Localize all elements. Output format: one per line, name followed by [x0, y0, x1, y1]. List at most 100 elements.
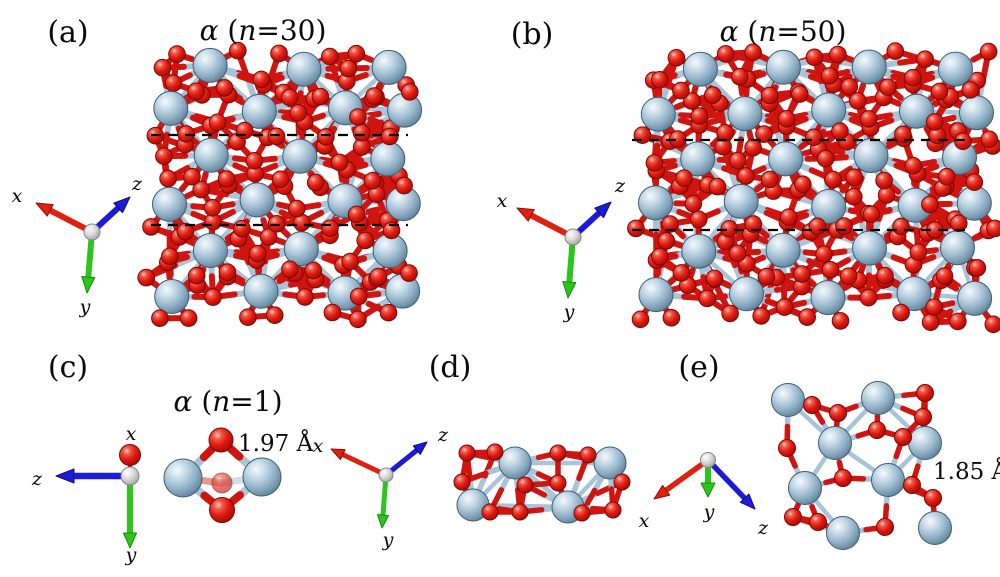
title-part: ( — [192, 385, 212, 418]
oxygen-atom — [961, 81, 980, 99]
oxygen-atom — [821, 261, 840, 279]
oxygen-atom — [831, 122, 849, 140]
panel-b-title: α (n=50) — [720, 15, 847, 48]
oxygen-atom — [289, 104, 308, 122]
axis-arrowhead — [35, 202, 54, 217]
oxygen-atom — [791, 85, 809, 103]
oxygen-atom — [168, 45, 186, 63]
oxygen-atom — [137, 268, 155, 287]
oxygen-atom — [453, 473, 471, 491]
oxygen-atom — [627, 219, 645, 238]
oxygen-atom — [164, 74, 183, 92]
metal-atom — [498, 446, 532, 480]
title-part: ( — [739, 15, 759, 48]
oxygen-atom — [306, 173, 325, 192]
title-part: =1) — [230, 385, 282, 418]
oxygen-atom — [573, 504, 591, 522]
oxygen-atom — [892, 217, 910, 236]
oxygen-atom — [829, 45, 847, 64]
bond-length-label-c: 1.97 Å — [238, 429, 314, 457]
axis-z-arrow — [705, 457, 756, 510]
oxygen-atom — [259, 228, 278, 246]
metal-atom — [682, 51, 718, 87]
oxygen-atom — [248, 244, 267, 263]
metal-atom — [811, 92, 847, 128]
metal-atom — [871, 463, 905, 497]
oxygen-atom — [271, 170, 290, 189]
metal-atom — [853, 138, 889, 174]
crystal-structure-a — [137, 41, 423, 329]
bond-length-label-e: 1.85 Å — [933, 457, 1000, 485]
oxygen-atom — [330, 153, 349, 172]
oxygen-atom — [252, 70, 271, 89]
metal-atom — [370, 141, 406, 177]
oxygen-atom — [835, 217, 853, 235]
oxygen-atom — [579, 446, 597, 464]
oxygen-atom — [808, 217, 827, 236]
metal-atom — [811, 189, 847, 224]
panel-c-title: α (n=1) — [174, 385, 283, 418]
metal-atom — [729, 276, 764, 312]
oxygen-atom — [831, 312, 850, 330]
oxygen-atom — [192, 180, 210, 199]
oxygen-atom — [151, 309, 169, 328]
oxygen-atom — [683, 92, 701, 110]
metal-atom — [957, 280, 993, 316]
oxygen-atom — [708, 177, 727, 196]
title-part: =50) — [776, 15, 846, 48]
oxygen-atom — [909, 243, 928, 261]
oxygen-atom — [834, 469, 852, 487]
oxygen-atom — [784, 508, 802, 526]
cluster-structure-e — [771, 381, 952, 550]
oxygen-atom — [829, 404, 847, 422]
axis-y-arrow — [562, 234, 577, 299]
metal-atom — [826, 516, 860, 550]
oxygen-atom — [613, 473, 631, 491]
oxygen-atom — [755, 125, 773, 143]
metal-atom — [818, 426, 852, 460]
oxygen-atom — [142, 218, 160, 236]
metal-atom — [640, 96, 676, 132]
oxygen-atom — [815, 245, 833, 263]
axes-gizmo-e — [653, 452, 756, 510]
axis-y-arrow — [81, 229, 96, 294]
metal-atom — [638, 277, 674, 313]
title-part: ( — [219, 14, 239, 47]
oxygen-atom — [921, 195, 939, 214]
oxygen-atom — [161, 247, 179, 266]
oxygen-atom — [859, 110, 878, 128]
oxygen-atom — [744, 138, 762, 157]
oxygen-atom — [267, 127, 286, 146]
oxygen-atom — [716, 124, 734, 142]
panel-b-label: (b) — [511, 17, 554, 52]
metal-atom — [765, 232, 801, 268]
axis-shaft — [339, 451, 389, 478]
axis-arrowhead — [330, 448, 346, 460]
axis-z-label-d: z — [437, 424, 449, 446]
axis-x-label-c: x — [126, 423, 137, 445]
oxygen-atom — [672, 81, 690, 100]
axis-arrowhead — [81, 276, 96, 294]
metal-atom — [898, 93, 934, 129]
axis-z-label-e: z — [757, 517, 769, 539]
metal-atom — [193, 137, 229, 173]
oxygen-atom — [744, 215, 763, 233]
axis-x-label-d: x — [313, 435, 324, 457]
metal-atom — [243, 273, 279, 309]
metal-atom — [768, 141, 804, 177]
molecule-c — [163, 427, 282, 523]
oxygen-atom — [650, 247, 669, 266]
axis-x-pointer-sphere — [119, 444, 141, 466]
metal-atom — [286, 51, 322, 87]
oxygen-atom — [903, 476, 921, 494]
oxygen-atom — [265, 306, 284, 325]
oxygen-atom — [777, 110, 796, 128]
oxygen-atom — [204, 288, 222, 306]
oxygen-atom — [233, 219, 251, 238]
oxygen-atom — [845, 168, 864, 187]
axes-gizmo-c — [55, 444, 141, 549]
metal-atom — [852, 230, 887, 266]
metal-atom — [163, 458, 203, 498]
oxygen-atom — [349, 108, 367, 126]
